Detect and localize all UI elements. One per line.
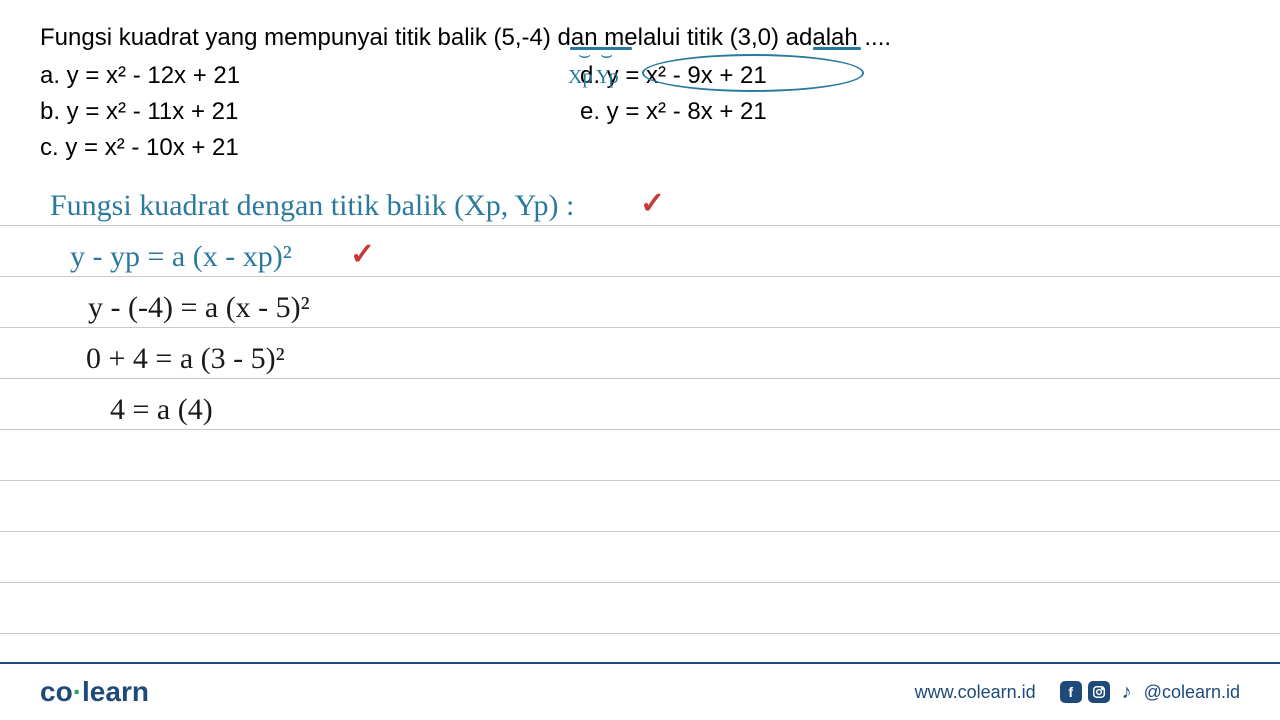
ruled-notebook-area: Fungsi kuadrat dengan titik balik (Xp, Y…: [0, 175, 1280, 634]
checkmark-icon-2: ✓: [350, 237, 375, 272]
question-block: Fungsi kuadrat yang mempunyai titik bali…: [40, 20, 1240, 166]
tiktok-icon[interactable]: ♪: [1116, 681, 1138, 703]
logo: co·learn: [40, 676, 149, 708]
logo-learn: learn: [82, 676, 149, 707]
option-e: e. y = x² - 8x + 21: [580, 94, 1240, 130]
option-a: a. y = x² - 12x + 21: [40, 58, 580, 94]
option-c: c. y = x² - 10x + 21: [40, 130, 580, 166]
checkmark-icon: ✓: [640, 186, 665, 221]
handwriting-line-2: y - yp = a (x - xp)²: [70, 240, 292, 274]
social-icons: f ♪ @colearn.id: [1060, 681, 1240, 703]
xp-label: Xp: [568, 62, 592, 92]
website-link[interactable]: www.colearn.id: [915, 682, 1036, 703]
logo-dot: ·: [73, 676, 82, 707]
footer: co·learn www.colearn.id f ♪ @colearn.id: [0, 662, 1280, 720]
handwriting-line-3: y - (-4) = a (x - 5)²: [88, 291, 310, 325]
option-d: d. y = x² - 9x + 21: [580, 58, 1240, 94]
handwriting-line-1: Fungsi kuadrat dengan titik balik (Xp, Y…: [50, 189, 574, 223]
handwriting-line-5: 4 = a (4): [110, 393, 213, 427]
handwriting-line-4: 0 + 4 = a (3 - 5)²: [86, 342, 285, 376]
underline-point: [813, 47, 861, 50]
social-handle: @colearn.id: [1144, 682, 1240, 703]
question-stem: Fungsi kuadrat yang mempunyai titik bali…: [40, 20, 1240, 56]
option-b: b. y = x² - 11x + 21: [40, 94, 580, 130]
logo-co: co: [40, 676, 73, 707]
facebook-icon[interactable]: f: [1060, 681, 1082, 703]
instagram-icon[interactable]: [1088, 681, 1110, 703]
yp-label: Yp: [596, 62, 619, 92]
